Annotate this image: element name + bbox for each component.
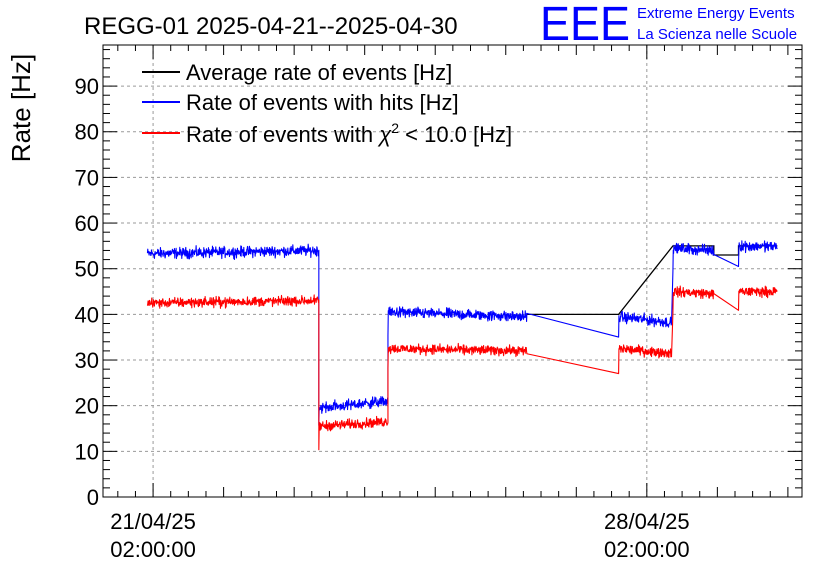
legend-label-chi2-prefix: Rate of events with [186, 122, 379, 147]
x-tick-labels: 21/04/25 02:00:00 28/04/25 02:00:00 [110, 509, 689, 562]
y-axis-label: Rate [Hz] [6, 54, 36, 162]
y-tick-label: 20 [75, 394, 99, 419]
y-tick-label: 0 [87, 485, 99, 510]
legend: Average rate of events [Hz] Rate of even… [142, 60, 512, 147]
y-tick-labels: 0 10 20 30 40 50 60 70 80 90 [75, 74, 99, 510]
legend-label-chi2: Rate of events with χ2 < 10.0 [Hz] [186, 120, 512, 147]
legend-label-chi2-superscript: 2 [391, 120, 399, 136]
y-tick-label: 60 [75, 211, 99, 236]
y-tick-label: 40 [75, 302, 99, 327]
legend-label-average: Average rate of events [Hz] [186, 60, 452, 85]
y-tick-label: 10 [75, 439, 99, 464]
axis-ticks [103, 45, 802, 498]
data-series [146, 240, 778, 451]
y-tick-label: 50 [75, 257, 99, 282]
legend-label-chi2-suffix: < 10.0 [Hz] [399, 122, 512, 147]
x-tick-label-time: 02:00:00 [604, 537, 690, 562]
chart-title: REGG-01 2025-04-21--2025-04-30 [84, 13, 458, 40]
series-line-hits [146, 240, 778, 426]
eee-logo-mark: EEE [540, 0, 630, 51]
series-line-chi2 [146, 285, 778, 451]
y-tick-label: 70 [75, 165, 99, 190]
x-tick-label-time: 02:00:00 [110, 537, 196, 562]
x-tick-label-date: 28/04/25 [604, 509, 690, 534]
y-tick-label: 30 [75, 348, 99, 373]
eee-logo-line2: La Scienza nelle Scuole [637, 26, 797, 43]
y-tick-label: 90 [75, 74, 99, 99]
x-tick-label-date: 21/04/25 [110, 509, 196, 534]
y-tick-label: 80 [75, 120, 99, 145]
eee-logo-line1: Extreme Energy Events [637, 5, 795, 22]
legend-label-hits: Rate of events with hits [Hz] [186, 90, 459, 115]
eee-logo: EEE Extreme Energy Events La Scienza nel… [540, 0, 797, 51]
legend-label-chi2-symbol: χ [377, 122, 392, 147]
